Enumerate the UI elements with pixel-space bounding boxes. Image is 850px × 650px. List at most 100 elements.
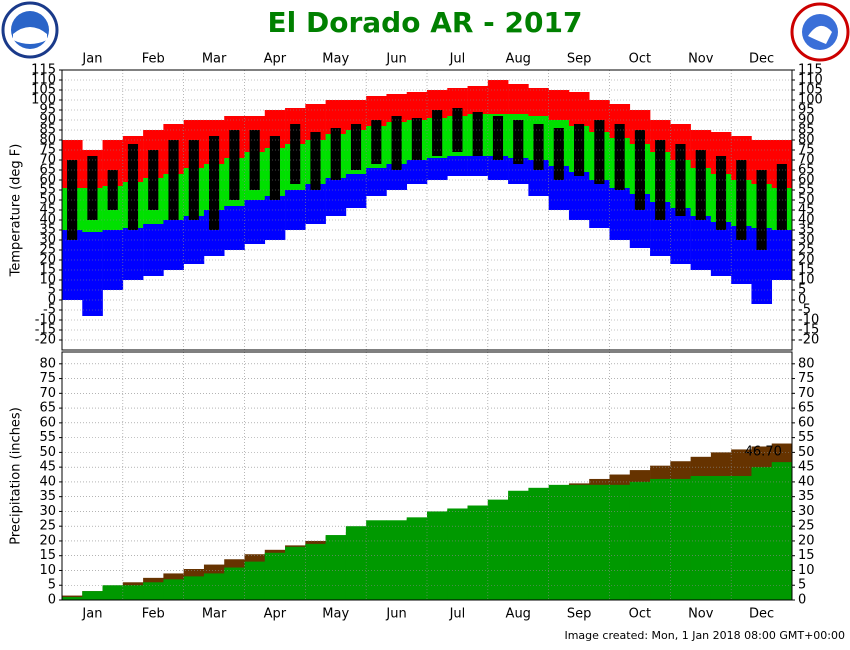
y-axis-label: Precipitation (inches) xyxy=(9,407,24,545)
range-band xyxy=(690,216,712,270)
y-tick-label: 80 xyxy=(798,133,815,148)
y-tick-label: 15 xyxy=(39,548,56,563)
observed-range xyxy=(452,108,463,152)
x-tick-label: Jan xyxy=(81,607,102,622)
bar xyxy=(406,517,428,600)
bar xyxy=(62,597,83,600)
x-tick-label: Sep xyxy=(567,52,592,67)
y-tick-label: 10 xyxy=(39,273,56,288)
observed-range xyxy=(67,160,78,240)
observed-range xyxy=(432,110,443,156)
range-band xyxy=(447,156,468,176)
bar xyxy=(487,499,509,600)
range-band xyxy=(528,88,549,116)
bar xyxy=(508,490,529,600)
plot-frame xyxy=(61,69,793,351)
bar xyxy=(690,476,712,600)
x-tick-label: Mar xyxy=(202,607,227,622)
range-band xyxy=(62,230,83,300)
range-band xyxy=(589,180,610,228)
observed-range xyxy=(290,124,301,184)
x-tick-label: Feb xyxy=(142,52,165,67)
y-tick-label: 110 xyxy=(31,73,56,88)
range-band xyxy=(325,100,347,134)
observed-range xyxy=(655,140,666,220)
range-band xyxy=(731,226,752,284)
y-tick-label: 65 xyxy=(39,401,56,416)
bar xyxy=(305,543,326,600)
observed-range xyxy=(229,130,240,200)
y-tick-label: 100 xyxy=(798,93,823,108)
y-tick-label: 95 xyxy=(39,103,56,118)
chart-title: El Dorado AR - 2017 xyxy=(268,6,583,39)
logo-cloud xyxy=(808,25,832,44)
range-band xyxy=(82,232,103,316)
y-tick-label: 60 xyxy=(798,173,815,188)
range-band xyxy=(406,92,428,120)
plot-frame xyxy=(61,351,793,601)
y-tick-label: 30 xyxy=(798,233,815,248)
observed-range xyxy=(634,130,645,210)
y-tick-label: 70 xyxy=(798,153,815,168)
y-tick-label: 50 xyxy=(798,445,815,460)
y-tick-label: 55 xyxy=(798,430,815,445)
y-tick-label: 75 xyxy=(798,143,815,158)
y-tick-label: 70 xyxy=(39,386,56,401)
bar xyxy=(183,576,205,600)
observed-range xyxy=(310,132,321,190)
y-tick-label: -10 xyxy=(798,313,819,328)
y-tick-label: -15 xyxy=(798,323,819,338)
bar xyxy=(264,552,286,600)
bar xyxy=(751,467,773,600)
bar xyxy=(548,484,570,600)
range-band xyxy=(366,96,387,126)
observed-range xyxy=(776,164,787,230)
range-band xyxy=(670,208,691,264)
y-tick-label: -5 xyxy=(798,303,811,318)
y-tick-label: 45 xyxy=(39,203,56,218)
y-tick-label: 90 xyxy=(798,113,815,128)
bar xyxy=(710,476,732,600)
y-tick-label: 5 xyxy=(798,578,806,593)
range-band xyxy=(143,224,164,276)
bar xyxy=(244,561,266,600)
range-band xyxy=(386,164,408,190)
y-tick-label: 20 xyxy=(798,253,815,268)
y-tick-label: 55 xyxy=(39,430,56,445)
x-tick-label: Jun xyxy=(385,607,406,622)
y-tick-label: 85 xyxy=(798,123,815,138)
y-tick-label: 15 xyxy=(39,263,56,278)
range-band xyxy=(345,174,367,208)
observed-range xyxy=(371,120,382,164)
bar xyxy=(325,535,347,600)
bar xyxy=(102,585,124,600)
observed-range xyxy=(574,124,585,176)
y-tick-label: 25 xyxy=(39,243,56,258)
range-band xyxy=(568,92,590,126)
range-band xyxy=(771,230,793,280)
range-band xyxy=(508,158,529,184)
y-axis-label: Temperature (deg F) xyxy=(9,144,24,278)
y-tick-label: 5 xyxy=(48,283,56,298)
y-tick-label: -10 xyxy=(35,313,56,328)
range-band xyxy=(710,222,732,276)
x-tick-label: Dec xyxy=(749,607,774,622)
y-tick-label: -20 xyxy=(798,333,819,348)
y-tick-label: 65 xyxy=(39,163,56,178)
range-band xyxy=(467,156,489,176)
y-tick-label: 105 xyxy=(31,83,56,98)
x-tick-label: Jun xyxy=(385,52,406,67)
bar xyxy=(203,573,225,600)
bar xyxy=(122,585,144,600)
range-band xyxy=(122,228,144,280)
y-tick-label: -5 xyxy=(43,303,56,318)
y-tick-label: 35 xyxy=(39,223,56,238)
y-tick-label: 40 xyxy=(798,213,815,228)
range-band xyxy=(467,86,489,114)
x-tick-label: Apr xyxy=(264,52,287,67)
bar xyxy=(589,484,610,600)
range-band xyxy=(264,196,286,240)
y-tick-label: 45 xyxy=(798,203,815,218)
